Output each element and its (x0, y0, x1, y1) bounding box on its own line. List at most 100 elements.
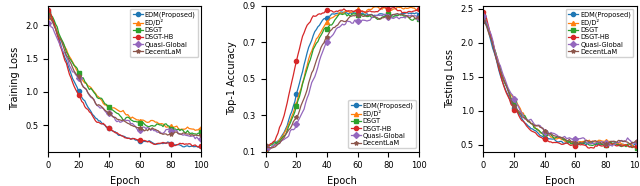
X-axis label: Epoch: Epoch (545, 176, 575, 186)
DecentLaM (55, 36, 63, 38)
DSGT (262, 147, 269, 149)
DSGT-HB (377, 8, 385, 10)
ED/D² (518, 112, 525, 114)
Line: DecentLaM: DecentLaM (46, 14, 204, 138)
DecentLaM (550, 135, 558, 137)
Quasi-Global (44, 22, 52, 24)
EDM(Proposed) (262, 149, 269, 151)
DSGT (371, 16, 378, 18)
DSGT (355, 15, 363, 17)
EDM(Proposed) (490, 51, 498, 54)
EDM(Proposed) (572, 143, 579, 145)
DSGT-HB (381, 6, 389, 8)
DecentLaM (595, 141, 602, 143)
EDM(Proposed) (415, 13, 423, 16)
ED/D² (595, 139, 602, 141)
DecentLaM (268, 147, 276, 149)
ED/D² (116, 110, 124, 113)
DecentLaM (415, 16, 423, 18)
EDM(Proposed) (518, 117, 525, 120)
Quasi-Global (198, 138, 205, 140)
Line: Quasi-Global: Quasi-Global (264, 12, 421, 152)
EDM(Proposed) (334, 12, 342, 14)
Quasi-Global (490, 46, 498, 49)
DSGT-HB (262, 147, 269, 149)
DSGT-HB (83, 108, 90, 110)
EDM(Proposed) (479, 19, 487, 22)
ED/D² (262, 150, 269, 152)
Quasi-Global (518, 112, 525, 114)
Line: DSGT-HB: DSGT-HB (264, 5, 421, 150)
ED/D² (354, 8, 362, 11)
DecentLaM (378, 17, 386, 19)
DSGT-HB (195, 146, 202, 148)
DSGT (490, 48, 498, 50)
X-axis label: Epoch: Epoch (328, 176, 357, 186)
EDM(Proposed) (274, 140, 282, 142)
DSGT (138, 123, 145, 125)
DSGT-HB (589, 147, 596, 149)
ED/D² (490, 47, 498, 49)
ED/D² (479, 17, 487, 20)
Quasi-Global (355, 20, 363, 22)
Quasi-Global (381, 13, 389, 15)
EDM(Proposed) (357, 13, 365, 15)
ED/D² (300, 77, 308, 79)
Y-axis label: Testing Loss: Testing Loss (445, 49, 455, 108)
DSGT (44, 12, 52, 15)
DecentLaM (490, 50, 498, 52)
EDM(Proposed) (44, 11, 52, 13)
DSGT-HB (633, 145, 640, 147)
ED/D² (191, 129, 199, 132)
Legend: EDM(Proposed), ED/D², DSGT, DSGT-HB, Quasi-Global, DecentLaM: EDM(Proposed), ED/D², DSGT, DSGT-HB, Qua… (566, 9, 634, 57)
EDM(Proposed) (633, 142, 640, 144)
Line: ED/D²: ED/D² (46, 14, 204, 132)
Quasi-Global (274, 143, 282, 145)
Quasi-Global (371, 15, 378, 17)
ED/D² (572, 140, 579, 143)
DecentLaM (44, 15, 52, 17)
DecentLaM (587, 140, 595, 143)
Line: DecentLaM: DecentLaM (481, 19, 639, 147)
Line: DSGT: DSGT (264, 11, 421, 150)
DSGT-HB (152, 143, 159, 146)
DSGT (415, 18, 423, 20)
EDM(Proposed) (152, 143, 159, 145)
EDM(Proposed) (115, 134, 122, 136)
EDM(Proposed) (302, 58, 310, 60)
DSGT (479, 15, 487, 17)
DSGT (587, 144, 595, 146)
DSGT-HB (415, 8, 423, 10)
ED/D² (369, 7, 377, 9)
DSGT (153, 123, 161, 125)
Quasi-Global (83, 89, 90, 91)
Line: ED/D²: ED/D² (481, 16, 639, 149)
EDM(Proposed) (595, 143, 602, 145)
Quasi-Global (587, 142, 595, 145)
Quasi-Global (334, 26, 342, 29)
Line: DSGT: DSGT (481, 14, 639, 150)
Quasi-Global (302, 102, 310, 104)
Quasi-Global (262, 146, 269, 148)
EDM(Proposed) (587, 141, 595, 144)
Quasi-Global (265, 149, 273, 151)
ED/D² (377, 7, 385, 9)
DecentLaM (627, 143, 634, 145)
DSGT-HB (518, 119, 525, 122)
ED/D² (633, 145, 640, 147)
ED/D² (198, 127, 205, 129)
Quasi-Global (479, 15, 487, 17)
ED/D² (161, 124, 168, 126)
ED/D² (84, 85, 92, 87)
DSGT-HB (44, 9, 52, 11)
Line: DecentLaM: DecentLaM (264, 12, 421, 150)
ED/D² (632, 145, 639, 148)
DSGT-HB (490, 48, 498, 50)
DSGT (56, 36, 64, 38)
Legend: EDM(Proposed), ED/D², DSGT, DSGT-HB, Quasi-Global, DecentLaM: EDM(Proposed), ED/D², DSGT, DSGT-HB, Qua… (348, 100, 416, 148)
Quasi-Global (378, 15, 386, 17)
ED/D² (153, 121, 161, 123)
ED/D² (550, 137, 558, 139)
Quasi-Global (159, 132, 167, 134)
Quasi-Global (595, 141, 602, 144)
